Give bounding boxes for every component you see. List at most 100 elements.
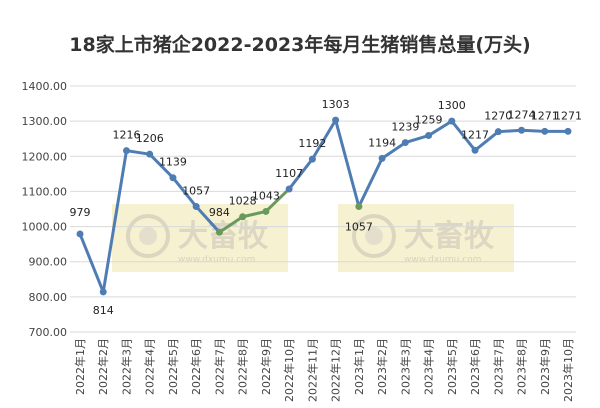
series-segment <box>520 128 547 133</box>
data-label: 1274 <box>508 108 536 121</box>
data-point <box>215 228 223 236</box>
x-tick-label: 2022年7月 <box>212 338 226 395</box>
y-tick-label: 1200.00 <box>22 150 68 163</box>
y-axis-ticks: 700.00 800.00 900.00 1000.00 1100.00 1200.00 1… <box>22 80 68 339</box>
data-label: 1271 <box>554 109 582 122</box>
data-label: 1216 <box>112 129 140 142</box>
series-points <box>76 116 572 296</box>
data-point <box>169 174 177 182</box>
data-point <box>146 150 154 158</box>
data-label: 1239 <box>391 121 419 134</box>
data-point <box>518 126 526 134</box>
y-tick-label: 1400.00 <box>22 80 68 93</box>
data-point <box>378 154 386 162</box>
logo-icon <box>126 214 170 258</box>
x-tick-label: 2023年9月 <box>538 338 552 395</box>
data-point <box>239 213 247 221</box>
data-point <box>355 203 363 211</box>
series-segment <box>148 152 175 180</box>
series-segment <box>217 215 245 234</box>
x-tick-label: 2022年6月 <box>189 338 203 395</box>
chart-title: 18家上市猪企2022-2023年每月生猪销售总量(万头) <box>69 34 531 56</box>
x-tick-label: 2023年7月 <box>491 338 505 395</box>
data-label: 1028 <box>229 195 257 208</box>
data-label: 814 <box>93 304 114 317</box>
x-tick-label: 2022年1月 <box>73 338 87 395</box>
y-tick-label: 900.00 <box>29 256 68 269</box>
series-segment <box>78 232 105 294</box>
data-point <box>401 139 409 147</box>
series-segment <box>473 130 500 152</box>
data-point <box>76 230 84 238</box>
x-tick-label: 2023年3月 <box>398 338 412 395</box>
data-label: 1206 <box>136 132 164 145</box>
series-segment <box>101 149 128 294</box>
y-tick-label: 1000.00 <box>22 221 68 234</box>
data-label: 1192 <box>298 137 326 150</box>
data-point <box>192 203 200 211</box>
y-tick-label: 700.00 <box>29 326 68 339</box>
grid-lines <box>70 85 576 333</box>
data-label: 979 <box>70 206 91 219</box>
data-label: 984 <box>209 206 230 219</box>
series-line <box>78 118 570 294</box>
y-tick-label: 800.00 <box>29 291 68 304</box>
data-point <box>471 146 479 154</box>
series-segment <box>427 119 454 138</box>
series-segment <box>287 157 314 191</box>
watermark-url: www.dxumu.com <box>404 255 481 265</box>
series-segment <box>380 141 407 160</box>
data-point <box>448 117 456 125</box>
series-segment <box>450 119 477 152</box>
data-label: 1303 <box>322 98 350 111</box>
x-tick-label: 2023年4月 <box>422 338 436 395</box>
logo-icon-inner <box>365 227 383 245</box>
series-segment <box>310 118 338 161</box>
x-tick-label: 2022年4月 <box>143 338 157 395</box>
y-tick-label: 1300.00 <box>22 115 68 128</box>
series-segment <box>403 134 431 145</box>
data-point <box>425 132 433 140</box>
data-label: 1271 <box>531 109 559 122</box>
series-segment <box>194 205 221 234</box>
data-label: 1300 <box>438 99 466 112</box>
logo-icon <box>352 214 396 258</box>
watermark-brand: 大畜牧 <box>178 219 269 254</box>
data-label: 1043 <box>252 189 280 202</box>
data-point <box>285 185 293 193</box>
series-segment <box>264 187 291 213</box>
series-segment <box>334 118 361 209</box>
data-label: 1057 <box>182 185 210 198</box>
x-tick-label: 2023年1月 <box>352 338 366 395</box>
x-tick-label: 2022年9月 <box>259 338 273 395</box>
series-segment <box>496 128 524 134</box>
x-tick-label: 2022年10月 <box>282 338 296 402</box>
watermark-url: www.dxumu.com <box>178 255 255 265</box>
x-tick-label: 2022年3月 <box>119 338 133 395</box>
x-axis-ticks: 2022年1月 2022年2月 2022年3月 2022年4月 2022年5月 2022年… <box>73 338 575 402</box>
series-segment <box>124 149 152 156</box>
x-tick-label: 2022年2月 <box>96 338 110 395</box>
data-label: 1057 <box>345 221 373 234</box>
watermark-brand: 大畜牧 <box>404 219 495 254</box>
data-label: 1259 <box>415 114 443 127</box>
y-tick-label: 1100.00 <box>22 185 68 198</box>
data-label: 1139 <box>159 156 187 169</box>
data-point <box>541 127 549 135</box>
x-tick-label: 2022年12月 <box>329 338 343 402</box>
data-label: 1107 <box>275 167 303 180</box>
data-label: 1194 <box>368 136 396 149</box>
x-tick-label: 2022年5月 <box>166 338 180 395</box>
data-label: 1270 <box>484 110 512 123</box>
series-segment <box>241 209 268 219</box>
x-tick-label: 2023年5月 <box>445 338 459 395</box>
x-tick-label: 2023年6月 <box>468 338 482 395</box>
data-point <box>308 155 316 163</box>
logo-icon-inner <box>139 227 157 245</box>
data-point <box>262 207 270 215</box>
